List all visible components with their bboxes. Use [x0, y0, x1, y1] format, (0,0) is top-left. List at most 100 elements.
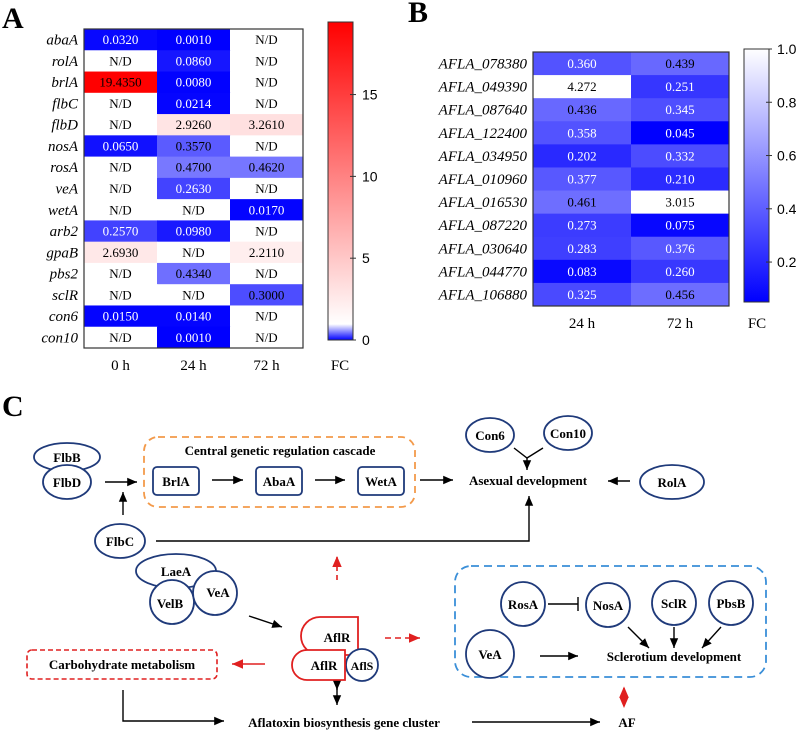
cell-value: N/D [109, 287, 131, 302]
cell-value: N/D [255, 330, 277, 345]
cell-value: 0.345 [665, 102, 694, 117]
row-label: AFLA_106880 [438, 287, 528, 303]
heatmap-cell [230, 262, 304, 285]
sclr-node [651, 580, 697, 626]
cell-value: 2.2110 [249, 245, 284, 260]
rosa-label: RosA [508, 597, 539, 612]
heatmap-cell [84, 262, 158, 285]
heatmap-cell [84, 29, 158, 51]
cascade-box [143, 436, 416, 508]
heatmap-cell [533, 121, 632, 145]
cell-value: N/D [109, 202, 131, 217]
cell-value: N/D [255, 181, 277, 196]
af-label: AF [618, 715, 635, 730]
heatmap-cell [157, 135, 231, 158]
row-label: flbD [51, 118, 78, 134]
heatmap-cell [84, 305, 158, 328]
row-label: sclR [52, 288, 78, 304]
column-label: 24 h [180, 358, 207, 374]
row-label: AFLA_016530 [438, 195, 528, 211]
con10-node [543, 415, 593, 451]
heatmap-cell [230, 114, 304, 136]
cell-value: 0.210 [665, 172, 694, 187]
cell-value: 0.376 [665, 241, 695, 256]
aflatoxin-cluster: Aflatoxin biosynthesis gene cluster [248, 715, 440, 730]
heatmap-frame [83, 28, 304, 349]
heatmap-cell [230, 305, 304, 328]
heatmap-cell [533, 75, 632, 99]
cell-value: 0.202 [567, 148, 596, 163]
cell-value: 0.0150 [103, 309, 139, 324]
cell-value: 0.436 [567, 102, 597, 117]
cell-value: N/D [255, 53, 277, 68]
afls-label: AflS [351, 659, 374, 673]
heatmap-cell [157, 92, 231, 115]
nosa-label: NosA [593, 598, 624, 613]
cell-value: N/D [255, 138, 277, 153]
row-label: veA [56, 182, 79, 198]
cell-value: 0.2630 [176, 181, 212, 196]
colorbar-tick-label: 5 [362, 250, 370, 266]
cell-value: N/D [109, 330, 131, 345]
cell-value: 0.0010 [176, 330, 212, 345]
heatmap-cell [230, 92, 304, 115]
afls-node [345, 648, 379, 682]
cell-value: 0.260 [665, 264, 694, 279]
panel-label-c: C [2, 390, 24, 423]
heatmap-cell [84, 135, 158, 158]
cell-value: 4.272 [567, 79, 596, 94]
panel-label-b: B [408, 0, 428, 29]
heatmap-cell [84, 220, 158, 243]
flbc-node [94, 523, 146, 559]
cell-value: 0.4700 [176, 160, 212, 175]
heatmap-cell [230, 177, 304, 200]
row-label: AFLA_087640 [438, 103, 528, 119]
cell-value: N/D [255, 266, 277, 281]
nosa-node [585, 582, 631, 628]
heatmap-cell [157, 177, 231, 200]
flbc-label: FlbC [106, 534, 134, 549]
heatmap-cell [157, 241, 231, 264]
cell-value: N/D [255, 309, 277, 324]
rosa-node [500, 581, 546, 627]
cell-value: 0.0080 [176, 75, 212, 90]
row-label: nosA [48, 139, 79, 155]
sclerotium-development: Sclerotium development [607, 649, 742, 664]
cell-value: 0.0320 [103, 32, 139, 47]
heatmap-cell [533, 167, 632, 192]
row-label: rosA [50, 160, 79, 176]
row-label: AFLA_049390 [438, 80, 528, 96]
heatmap-cell [157, 29, 231, 51]
heatmap-cell [157, 284, 231, 306]
cell-value: 0.325 [567, 287, 596, 302]
cell-value: N/D [182, 202, 204, 217]
vea2-node [465, 629, 515, 679]
sclerotium-box [454, 565, 767, 678]
heatmap-cell [84, 326, 158, 349]
asexual-development: Asexual development [469, 473, 588, 488]
cell-value: N/D [109, 181, 131, 196]
cell-value: N/D [255, 75, 277, 90]
weta-label: WetA [365, 474, 397, 489]
colorbar-tick-label: 0.6 [777, 148, 797, 164]
row-label: AFLA_122400 [438, 126, 528, 142]
brla-node [152, 466, 200, 496]
colorbar-label: FC [748, 316, 766, 332]
cell-value: 0.0170 [249, 202, 285, 217]
cell-value: 0.273 [567, 218, 596, 233]
heatmap-cell [84, 114, 158, 136]
row-label: abaA [46, 33, 79, 49]
cell-value: 0.2570 [103, 224, 139, 239]
cell-value: N/D [182, 245, 204, 260]
cell-value: 0.083 [567, 264, 596, 279]
cell-value: 3.015 [665, 195, 694, 210]
cell-value: N/D [255, 96, 277, 111]
abaa-node [255, 466, 303, 496]
cell-value: N/D [109, 96, 131, 111]
regulatory-diagram: Central genetic regulation cascade FlbB … [26, 415, 767, 730]
cell-value: 0.358 [567, 125, 596, 140]
colorbar-b [743, 48, 770, 303]
cell-value: N/D [182, 287, 204, 302]
row-label: rolA [52, 54, 79, 70]
heatmap-cell [230, 156, 304, 179]
